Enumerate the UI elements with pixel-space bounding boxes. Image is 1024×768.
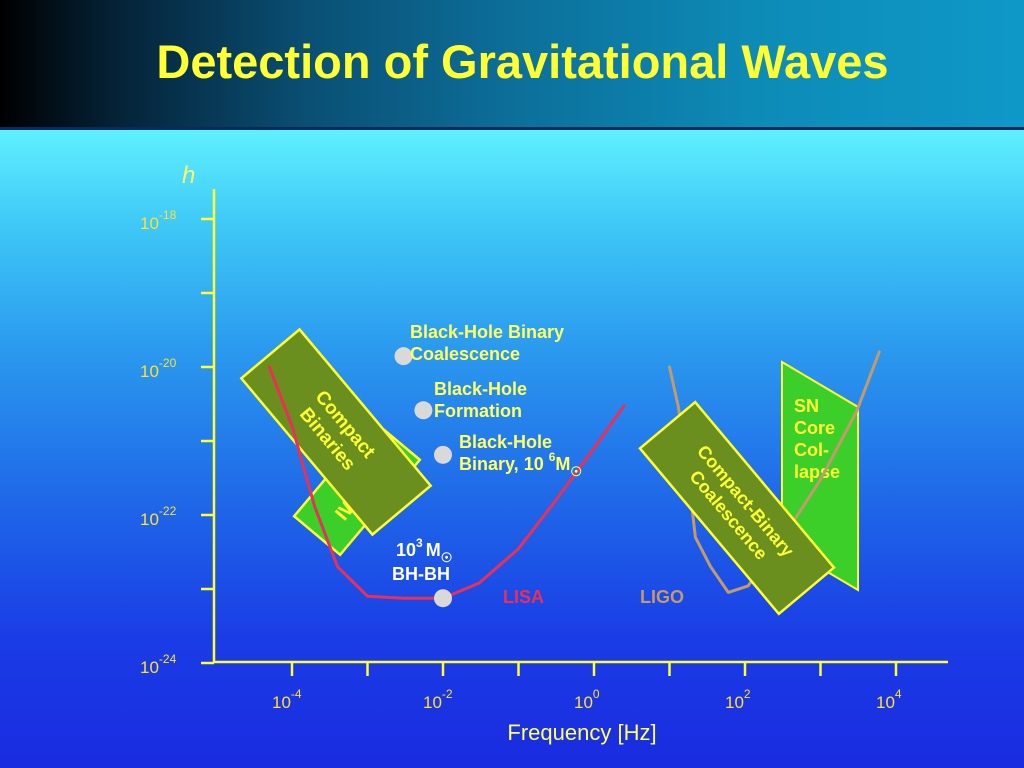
plot-panel: IWDBCompactBinariesSNCoreCol-lapse Compa… (0, 130, 1024, 768)
y-tick-label: 10-20 (140, 356, 177, 381)
source-label-bh-bh-1e3: BH-BH (392, 564, 450, 584)
x-tick-label: 10-4 (272, 687, 302, 712)
x-tick-label: 102 (725, 687, 751, 712)
region-sn-core-collapse-label: lapse (794, 462, 840, 482)
region-sn-core-collapse-label: Core (794, 418, 835, 438)
y-tick-label: 10-24 (140, 652, 177, 677)
source-label-bh-bh-1e3: 103 M☉ (396, 536, 452, 565)
source-point (414, 401, 433, 420)
source-point (394, 347, 413, 366)
x-tick-label: 104 (876, 687, 902, 712)
x-axis-title: Frequency [Hz] (507, 720, 656, 745)
source-label-bh-binary-coalescence: Coalescence (410, 344, 520, 364)
slide-title: Detection of Gravitational Waves (156, 35, 889, 88)
source-label-bh-formation: Black-Hole (434, 379, 527, 399)
lisa-label: LISA (503, 587, 544, 607)
gw-sensitivity-chart: IWDBCompactBinariesSNCoreCol-lapse Compa… (140, 162, 948, 745)
y-axis-title: h (182, 162, 195, 189)
y-tick-label: 10-22 (140, 504, 177, 529)
y-tick-label: 10-18 (140, 208, 177, 233)
curve-lisa (267, 365, 626, 600)
source-point (434, 445, 452, 464)
source-label-bh-binary-1e6: Black-Hole (459, 432, 552, 452)
source-point (434, 589, 452, 608)
x-tick-label: 10-2 (423, 687, 453, 712)
source-label-bh-formation: Formation (434, 401, 522, 421)
source-label-bh-binary-1e6: Binary, 10 6M☉ (459, 450, 582, 479)
title-divider (0, 127, 1024, 130)
x-tick-label: 100 (574, 687, 600, 712)
title-bar: Detection of Gravitational Waves (0, 0, 1024, 127)
ligo-label: LIGO (640, 587, 684, 607)
region-sn-core-collapse-label: Col- (794, 440, 829, 460)
source-label-bh-binary-coalescence: Black-Hole Binary (410, 322, 564, 342)
region-compact-binary-coalescence-shape (638, 400, 836, 616)
region-compact-binaries-shape (239, 327, 433, 537)
region-sn-core-collapse-label: SN (794, 396, 819, 416)
